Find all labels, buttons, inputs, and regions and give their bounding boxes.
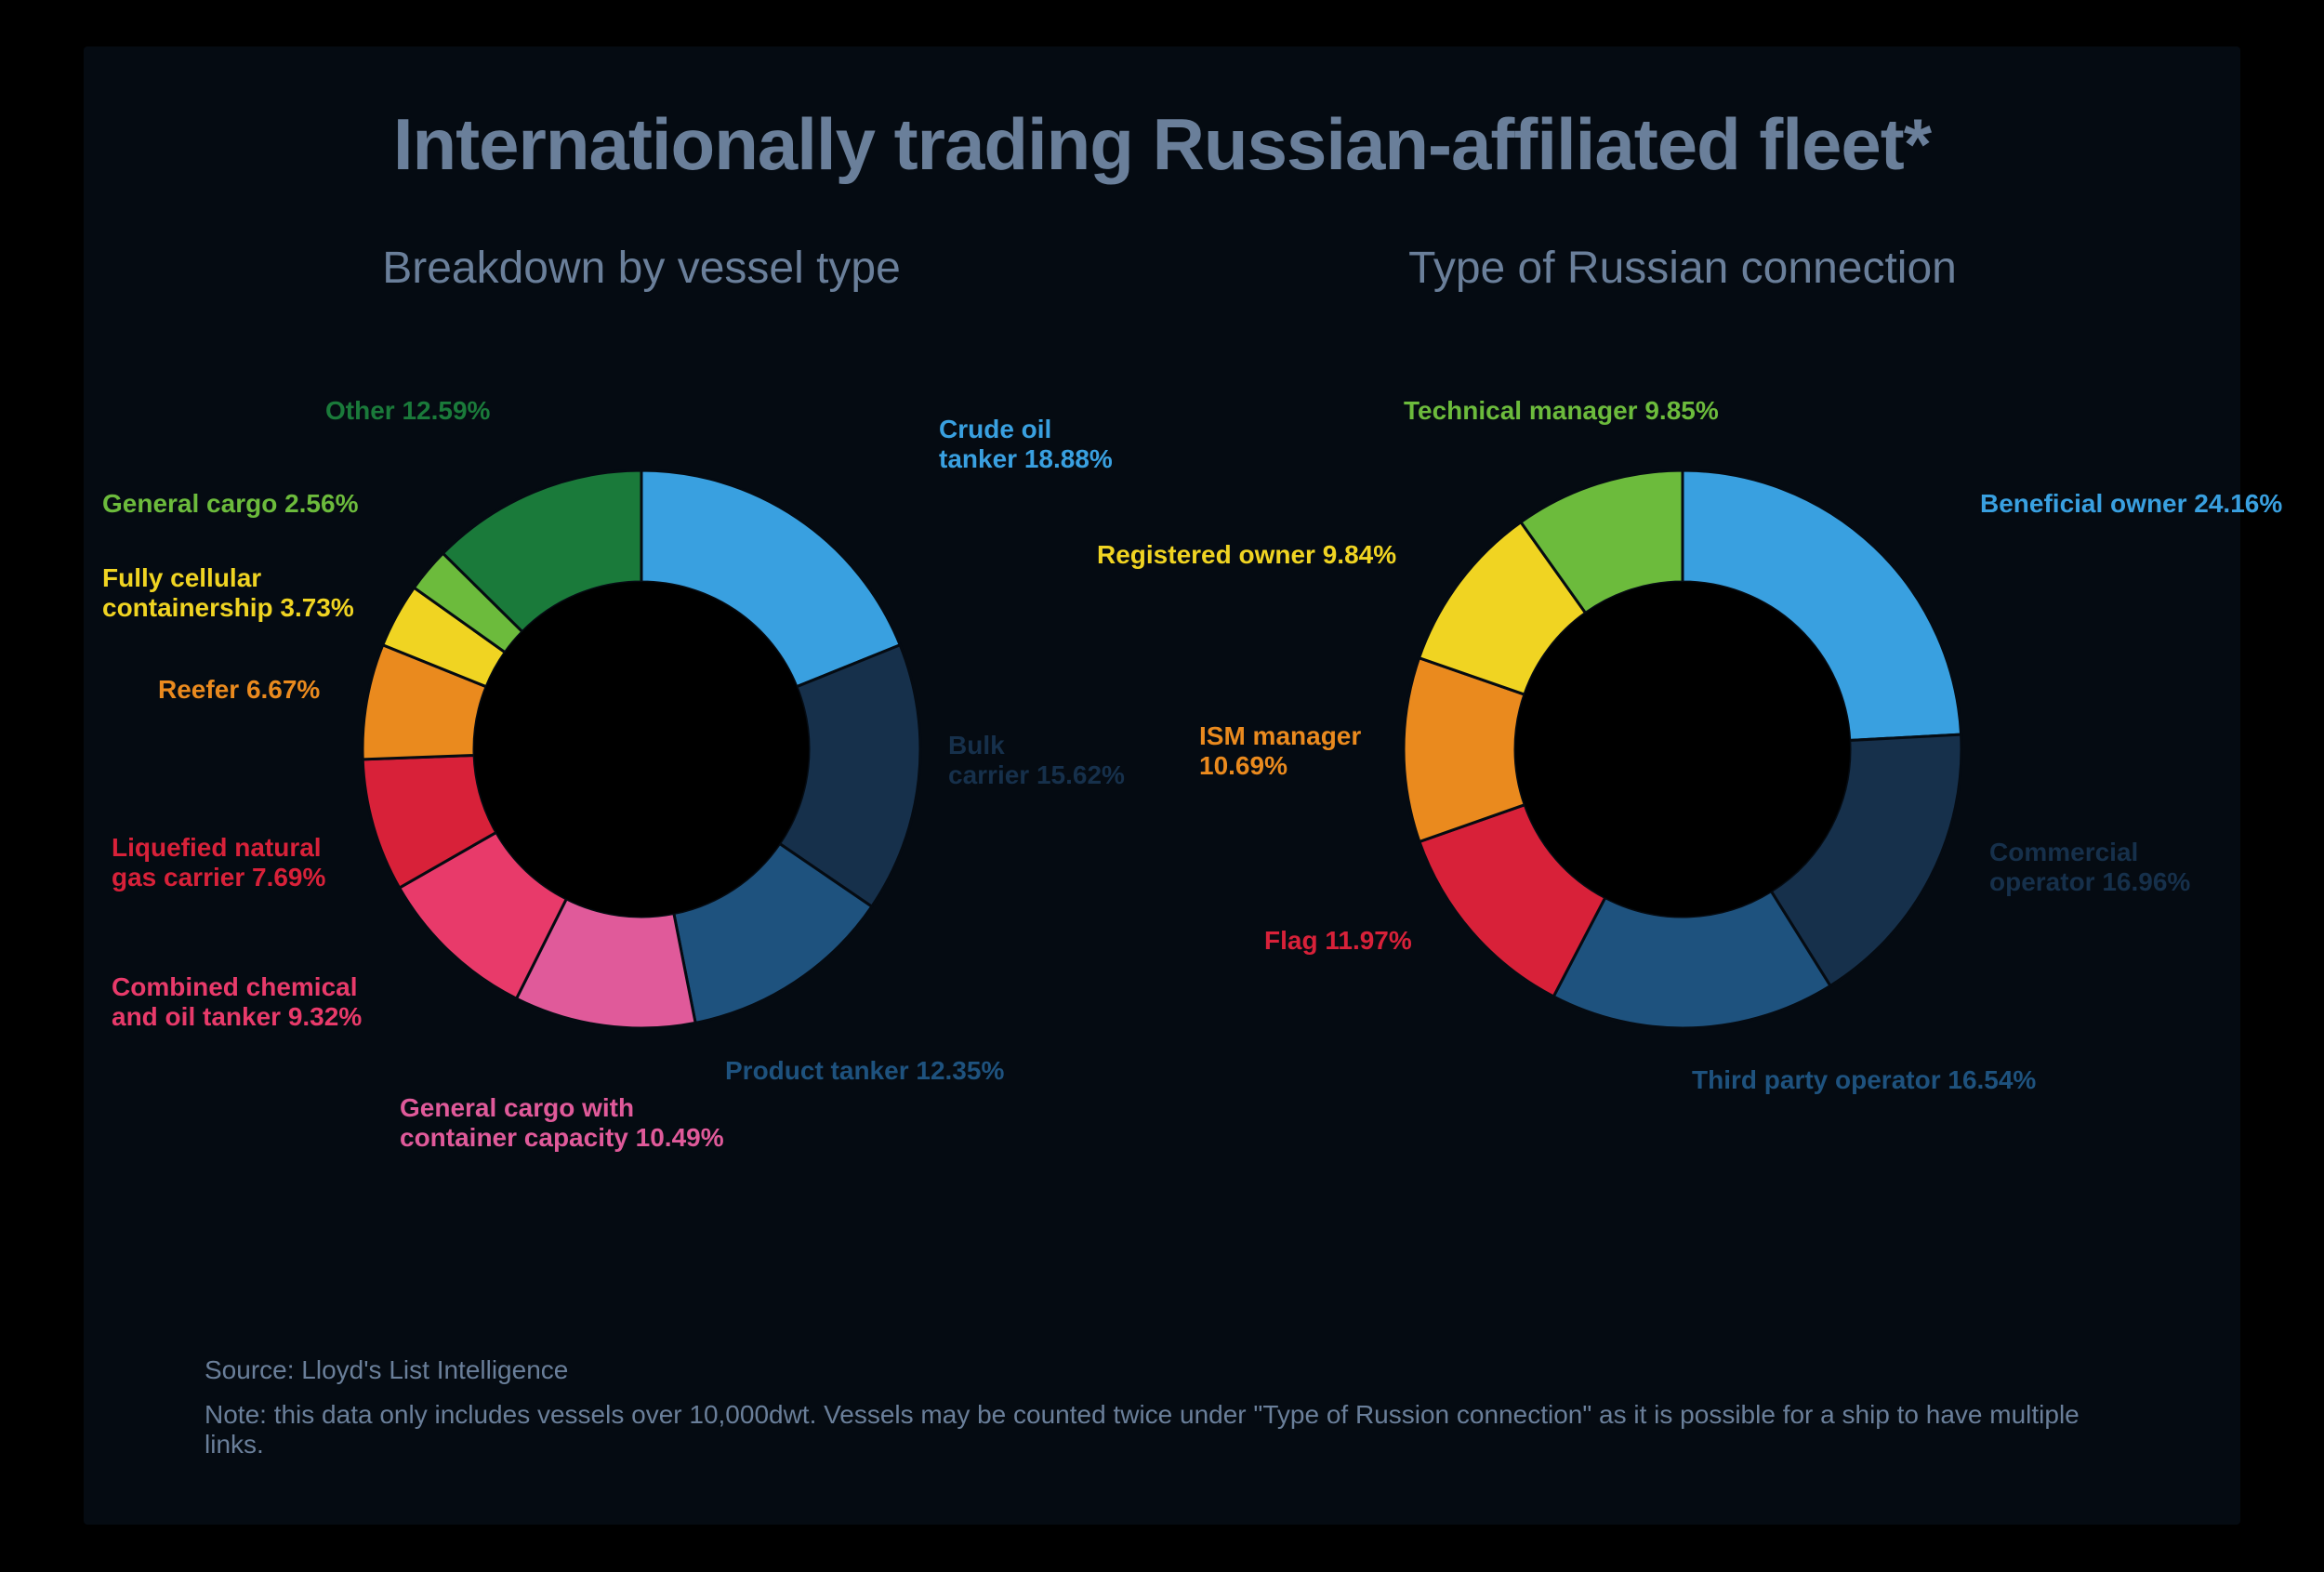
slice-label: Combined chemical and oil tanker 9.32% xyxy=(112,972,362,1032)
note-text: Note: this data only includes vessels ov… xyxy=(205,1400,2119,1460)
slice-label: Crude oil tanker 18.88% xyxy=(939,415,1113,474)
slice-label: Beneficial owner 24.16% xyxy=(1980,489,2282,519)
slice-label: Commercial operator 16.96% xyxy=(1989,838,2190,897)
chart-left-area: Crude oil tanker 18.88% Bulk carrier 15.6… xyxy=(130,331,1153,1168)
slice-label: Bulk carrier 15.62% xyxy=(948,731,1125,790)
slice-label: Fully cellular containership 3.73% xyxy=(102,563,354,623)
chart-container: Internationally trading Russian-affiliat… xyxy=(84,46,2240,1525)
donut-hole xyxy=(1515,582,1850,917)
slice-label: General cargo 2.56% xyxy=(102,489,358,519)
slice-label: Liquefied natural gas carrier 7.69% xyxy=(112,833,325,892)
slice-label: Third party operator 16.54% xyxy=(1692,1065,2036,1095)
donut-hole xyxy=(474,582,809,917)
slice-label: ISM manager 10.69% xyxy=(1199,721,1361,781)
chart-right-subtitle: Type of Russian connection xyxy=(1408,243,1957,294)
chart-panel-left: Breakdown by vessel type Crude oil tanke… xyxy=(130,243,1153,1168)
main-title: Internationally trading Russian-affiliat… xyxy=(84,46,2240,187)
slice-label: Flag 11.97% xyxy=(1264,926,1412,956)
charts-row: Breakdown by vessel type Crude oil tanke… xyxy=(84,243,2240,1168)
slice-label: Technical manager 9.85% xyxy=(1404,396,1719,426)
chart-panel-right: Type of Russian connection Beneficial ow… xyxy=(1171,243,2194,1168)
slice-label: Registered owner 9.84% xyxy=(1097,540,1396,570)
chart-right-area: Beneficial owner 24.16%Commercial operat… xyxy=(1171,331,2194,1168)
footer: Source: Lloyd's List Intelligence Note: … xyxy=(205,1355,2119,1460)
slice-label: Other 12.59% xyxy=(325,396,490,426)
chart-left-subtitle: Breakdown by vessel type xyxy=(382,243,901,294)
slice-label: General cargo with container capacity 10… xyxy=(400,1093,724,1153)
slice-label: Product tanker 12.35% xyxy=(725,1056,1004,1086)
source-text: Source: Lloyd's List Intelligence xyxy=(205,1355,2119,1385)
slice-label: Reefer 6.67% xyxy=(158,675,320,705)
